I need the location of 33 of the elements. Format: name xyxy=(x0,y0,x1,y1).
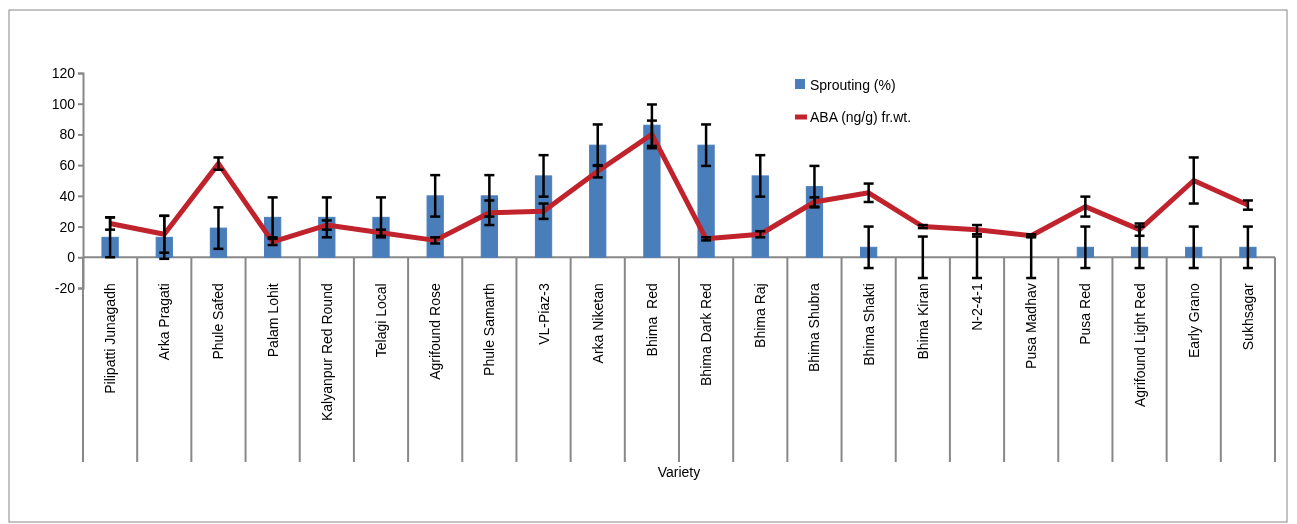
x-tick-label: Arka Niketan xyxy=(589,283,606,364)
y-tick-label: 0 xyxy=(67,249,76,266)
y-tick-label: -20 xyxy=(54,279,76,296)
x-tick-label: Bhima Shubra xyxy=(806,283,823,372)
legend-label: ABA (ng/g) fr.wt. xyxy=(810,109,912,125)
x-tick-label: Bhima Red xyxy=(643,283,660,357)
x-tick-label: Pilipatti Junagadh xyxy=(102,283,119,394)
x-tick-label: Telagi Local xyxy=(373,283,389,358)
x-axis-title: Variety xyxy=(657,464,701,480)
y-tick-label: 80 xyxy=(59,126,76,143)
y-tick-label: 60 xyxy=(59,157,76,174)
x-tick-label: Pusa Red xyxy=(1077,283,1094,345)
y-tick-label: 100 xyxy=(51,95,76,112)
x-tick-label: N-2-4-1 xyxy=(969,283,985,331)
x-tick-label: Agrifound Rose xyxy=(427,283,444,380)
x-tick-label: Kalyanpur Red Round xyxy=(318,283,335,422)
x-tick-label: Bhima Dark Red xyxy=(698,283,715,386)
x-tick-label: Sukhsagar xyxy=(1239,282,1256,351)
x-tick-label: Palam Lohit xyxy=(264,283,281,358)
x-tick-label: Agrifound Light Red xyxy=(1131,283,1148,408)
y-tick-label: 20 xyxy=(59,218,76,235)
x-tick-label: Bhima Raj xyxy=(752,283,769,348)
x-tick-label: Arka Pragati xyxy=(156,283,173,361)
x-tick-label: VL-Piaz-3 xyxy=(535,283,552,345)
x-tick-label: Early Grano xyxy=(1185,283,1202,358)
x-tick-label: Bhima Kiran xyxy=(914,283,931,360)
x-tick-label: Bhima Shakti xyxy=(860,283,877,366)
legend-label: Sprouting (%) xyxy=(810,77,896,93)
y-tick-label: 120 xyxy=(51,64,76,81)
y-tick-label: 40 xyxy=(59,187,76,204)
x-tick-label: Phule Samarth xyxy=(481,283,498,376)
x-tick-label: Pusa Madhav xyxy=(1023,283,1040,369)
x-tick-label: Phule Safed xyxy=(210,283,227,360)
